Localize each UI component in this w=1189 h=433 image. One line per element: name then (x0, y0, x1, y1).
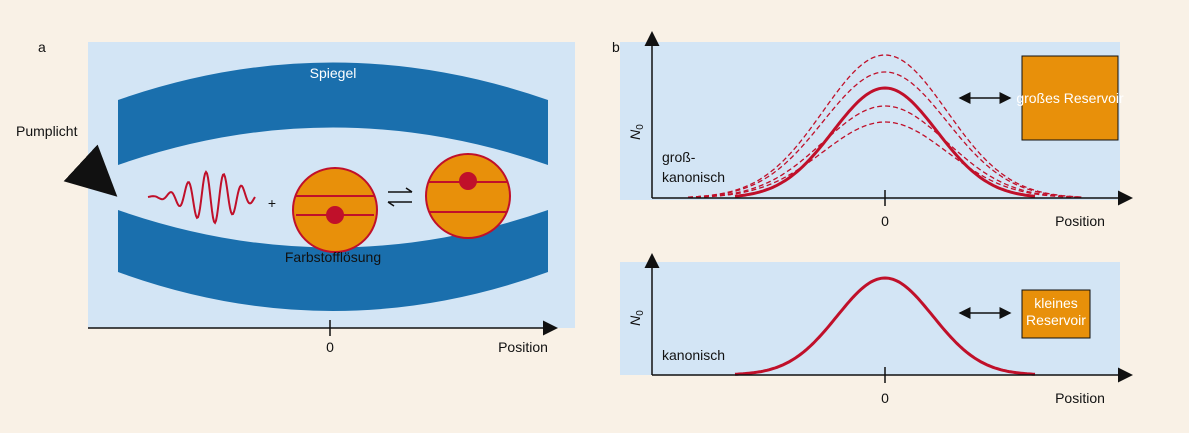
zero-label: 0 (326, 339, 334, 355)
mean-curve (734, 86, 1036, 198)
mean-curve (734, 276, 1036, 376)
x-axis-label: Position (1055, 390, 1105, 406)
reservoir-label: großes Reservoir (1016, 90, 1124, 106)
molecule-excited (425, 153, 511, 239)
reservoir-box (1021, 289, 1091, 339)
y-subscript: 0 (635, 124, 646, 130)
y-symbol: N (627, 129, 643, 140)
plus-sign: + (268, 195, 276, 211)
mirror-label: Spiegel (310, 65, 357, 81)
y-axis-label: N0 (627, 310, 646, 326)
mirror-top (118, 62, 548, 165)
light-wave (147, 170, 256, 225)
reservoir-label: Reservoir (1026, 312, 1086, 328)
molecule-ground (292, 167, 378, 253)
fluctuation-curve (688, 121, 1082, 199)
ensemble-label: groß- (662, 149, 696, 165)
zero-label: 0 (881, 390, 889, 406)
equilibrium-arrows (387, 187, 413, 207)
solution-label: Farbstofflösung (285, 249, 381, 265)
reservoir-box (1021, 55, 1119, 141)
panel-label: a (38, 39, 46, 55)
y-symbol: N (627, 315, 643, 326)
x-axis-label: Position (498, 339, 548, 355)
ensemble-label: kanonisch (662, 347, 725, 363)
y-axis-label: N0 (627, 124, 646, 140)
pump-label: Pumplicht (16, 123, 78, 139)
fluctuation-curve (687, 71, 1083, 198)
pump-arrow (63, 144, 118, 197)
x-axis-label: Position (1055, 213, 1105, 229)
mirror-bottom (118, 210, 548, 311)
fluctuation-curve (687, 105, 1083, 199)
y-subscript: 0 (635, 310, 646, 316)
ensemble-label: kanonisch (662, 169, 725, 185)
panel-label: b (612, 39, 620, 55)
fluctuation-curve (687, 54, 1083, 198)
zero-label: 0 (881, 213, 889, 229)
reservoir-label: kleines (1034, 295, 1078, 311)
